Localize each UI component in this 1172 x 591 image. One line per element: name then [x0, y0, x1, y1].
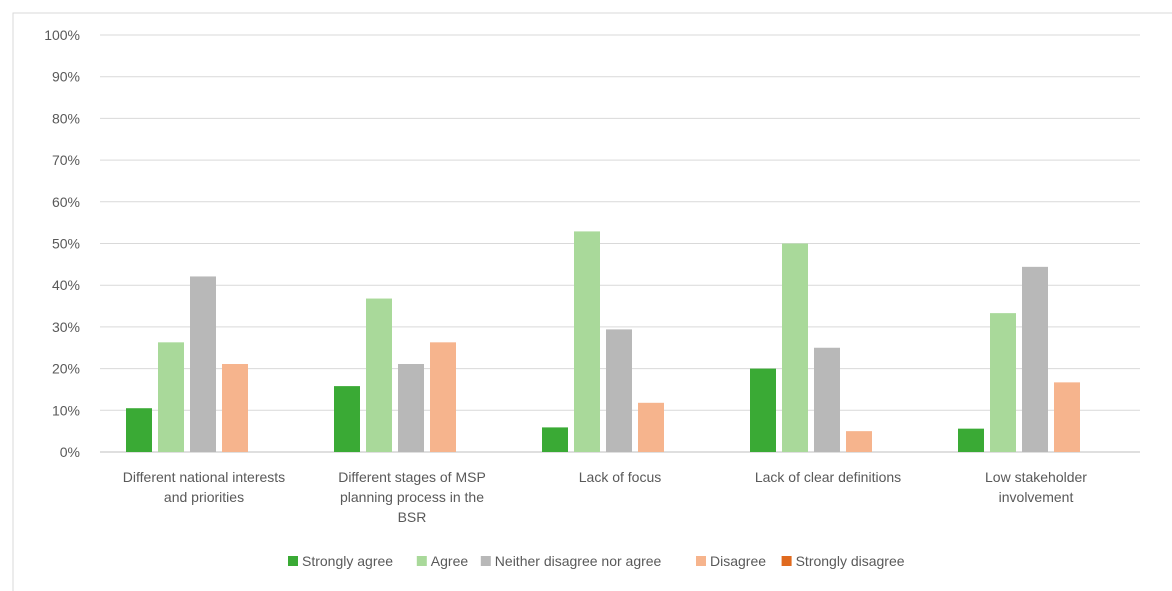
bar-disagree [430, 342, 456, 452]
legend-item-strongly-agree: Strongly agree [288, 553, 393, 569]
bar-neither-disagree-nor-agree [1022, 266, 1048, 452]
y-tick-label: 70% [52, 152, 80, 168]
y-tick-label: 40% [52, 277, 80, 293]
bar-agree [366, 298, 392, 452]
legend-label: Neither disagree nor agree [495, 553, 662, 569]
legend-swatch [480, 556, 491, 566]
legend-swatch [288, 556, 298, 566]
legend-item-neither-disagree-nor-agree: Neither disagree nor agree [480, 553, 662, 569]
y-tick-label: 50% [52, 236, 80, 252]
y-tick-label: 90% [52, 69, 80, 85]
x-axis-categories: Different national interests and prioriti… [123, 469, 1088, 525]
legend: Strongly agree Agree Neither disagree nor … [288, 553, 905, 569]
legend-swatch [696, 556, 706, 566]
bar-strongly-agree [126, 408, 152, 452]
legend-item-disagree: Disagree [696, 553, 766, 569]
bar-disagree [222, 364, 248, 452]
legend-item-strongly-disagree: Strongly disagree [781, 553, 905, 569]
legend-swatch [416, 556, 427, 566]
bar-agree [782, 243, 808, 452]
bar-strongly-agree [750, 368, 776, 452]
y-axis-ticks: 0% 10% 20% 30% 40% 50% 60% 70% 80% 90% 100% [44, 27, 80, 460]
x-category-label: Low stakeholder involvement [985, 469, 1087, 505]
bar-strongly-agree [542, 427, 568, 452]
y-tick-label: 30% [52, 319, 80, 335]
legend-swatch [781, 556, 792, 566]
legend-label: Strongly agree [302, 553, 393, 569]
legend-label: Agree [431, 553, 469, 569]
x-category-label: Different stages of MSP planning process … [338, 469, 486, 525]
bar-strongly-agree [334, 386, 360, 452]
legend-item-agree: Agree [416, 553, 469, 569]
y-tick-label: 0% [60, 444, 80, 460]
x-category-label: Lack of focus [579, 469, 662, 485]
x-category-label: Lack of clear definitions [755, 469, 901, 485]
y-tick-label: 10% [52, 402, 80, 418]
bar-disagree [846, 431, 872, 452]
legend-label: Strongly disagree [796, 553, 905, 569]
bar-strongly-agree [958, 428, 984, 452]
y-tick-label: 100% [44, 27, 80, 43]
bars [126, 231, 1080, 452]
bar-neither-disagree-nor-agree [606, 329, 632, 452]
bar-disagree [1054, 382, 1080, 452]
y-tick-label: 80% [52, 110, 80, 126]
bar-agree [990, 313, 1016, 452]
bar-agree [158, 342, 184, 452]
legend-label: Disagree [710, 553, 766, 569]
y-tick-label: 20% [52, 361, 80, 377]
bar-agree [574, 231, 600, 452]
bar-neither-disagree-nor-agree [398, 364, 424, 452]
bar-neither-disagree-nor-agree [190, 276, 216, 452]
y-tick-label: 60% [52, 194, 80, 210]
x-category-label: Different national interests and prioriti… [123, 469, 285, 505]
bar-disagree [638, 402, 664, 452]
bar-neither-disagree-nor-agree [814, 347, 840, 452]
